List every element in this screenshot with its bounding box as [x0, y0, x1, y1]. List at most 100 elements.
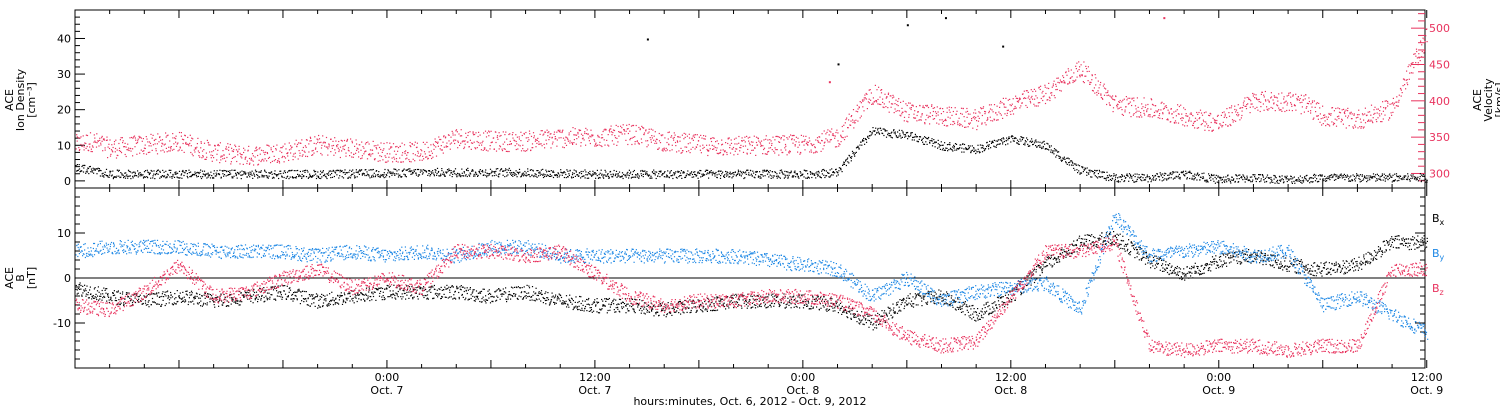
density-series-point — [92, 167, 94, 169]
density-series-point — [1082, 166, 1084, 168]
velocity-series-point — [1378, 113, 1380, 115]
density-series-point — [794, 172, 796, 174]
density-series-point — [1126, 174, 1128, 177]
velocity-series-point — [1194, 120, 1196, 122]
density-series-point — [695, 175, 697, 177]
density-series-point — [1012, 138, 1014, 140]
density-series-point — [322, 170, 324, 172]
velocity-series-point — [1225, 124, 1227, 126]
velocity-series-point — [711, 144, 713, 146]
density-series-point — [422, 169, 424, 171]
velocity-series-point — [79, 137, 81, 139]
velocity-series-point — [204, 158, 206, 160]
velocity-series-point — [143, 147, 145, 149]
velocity-series-point — [697, 140, 700, 142]
velocity-series-point — [1075, 65, 1077, 67]
density-series-point — [582, 175, 584, 177]
density-series-point — [1101, 171, 1103, 173]
density-series-point — [1134, 176, 1136, 178]
velocity-series-point — [85, 147, 87, 149]
density-series-point — [349, 169, 351, 171]
velocity-series-point — [315, 143, 317, 145]
velocity-series-point — [196, 146, 198, 148]
density-series-point — [1120, 176, 1122, 178]
velocity-series-point — [683, 138, 685, 140]
density-series-point — [631, 176, 633, 178]
velocity-series-point — [504, 134, 506, 136]
density-series-point — [368, 175, 370, 177]
density-series-point — [231, 169, 233, 171]
density-series-point — [679, 172, 682, 174]
density-series-point — [1195, 174, 1197, 176]
density-series-point — [1197, 172, 1199, 174]
density-series-point — [518, 168, 521, 170]
density-series-point — [193, 174, 195, 176]
velocity-series-point — [369, 149, 372, 151]
density-series-point — [587, 172, 589, 174]
density-series-point — [1050, 151, 1052, 153]
density-series-point — [714, 173, 716, 175]
density-series-point — [330, 177, 332, 179]
velocity-series-point — [306, 155, 309, 158]
velocity-series-point — [1239, 107, 1241, 109]
density-series-point — [148, 173, 150, 176]
velocity-series-point — [101, 140, 103, 142]
bottom-ylabel-line: ACE — [3, 267, 16, 289]
velocity-series-point — [882, 101, 884, 103]
velocity-series-point — [740, 144, 742, 146]
density-series-point — [1206, 179, 1208, 181]
velocity-series-point — [276, 144, 278, 146]
velocity-series-point — [949, 117, 951, 119]
velocity-series-point — [1086, 70, 1088, 73]
density-series-point — [209, 177, 212, 179]
velocity-series-point — [596, 144, 598, 146]
velocity-series-point — [439, 148, 441, 150]
velocity-series-point — [1049, 99, 1051, 102]
density-series-point — [941, 149, 943, 151]
velocity-series-point — [977, 120, 980, 122]
velocity-series-point — [464, 140, 466, 142]
velocity-series-point — [982, 106, 985, 108]
density-series-point — [1176, 176, 1178, 178]
density-series-point — [504, 176, 506, 178]
density-series-point — [922, 137, 924, 139]
density-series-point — [489, 173, 491, 175]
velocity-series-point — [421, 159, 423, 161]
density-series-point — [787, 171, 789, 173]
bottom-ytick-label: -10 — [53, 317, 71, 330]
density-series-point — [759, 171, 761, 173]
velocity-series-point — [125, 155, 127, 158]
density-series-point — [1082, 171, 1084, 173]
velocity-series-point — [1092, 90, 1094, 92]
density-series-point — [869, 135, 871, 137]
density-series-point — [261, 176, 263, 178]
velocity-series-point — [332, 140, 334, 142]
velocity-series-point — [805, 135, 807, 137]
velocity-series-point — [1006, 112, 1008, 114]
density-series-point — [429, 175, 431, 177]
velocity-series-point — [496, 136, 498, 138]
density-series-point — [178, 177, 180, 179]
velocity-series-point — [1276, 104, 1278, 106]
velocity-series-point — [228, 149, 230, 151]
velocity-series-point — [975, 112, 977, 114]
density-series-point — [1170, 177, 1172, 179]
density-series-point — [117, 169, 119, 171]
density-series-point — [1189, 170, 1191, 172]
density-series-point — [405, 176, 407, 178]
density-series-point — [612, 176, 614, 178]
velocity-series-point — [84, 142, 86, 144]
velocity-series-point — [1110, 96, 1112, 98]
velocity-series-point — [258, 159, 260, 161]
velocity-series-point — [1295, 93, 1297, 95]
velocity-series-point — [1400, 95, 1402, 97]
density-series-point — [157, 173, 159, 175]
velocity-series-point — [1299, 98, 1301, 100]
velocity-series-point — [847, 127, 849, 129]
velocity-series-point — [1013, 108, 1015, 110]
velocity-series-point — [518, 138, 520, 140]
velocity-series-point — [1284, 110, 1286, 113]
velocity-series-point — [1116, 104, 1118, 107]
velocity-series-point — [115, 139, 117, 141]
velocity-series-point — [1068, 81, 1071, 83]
